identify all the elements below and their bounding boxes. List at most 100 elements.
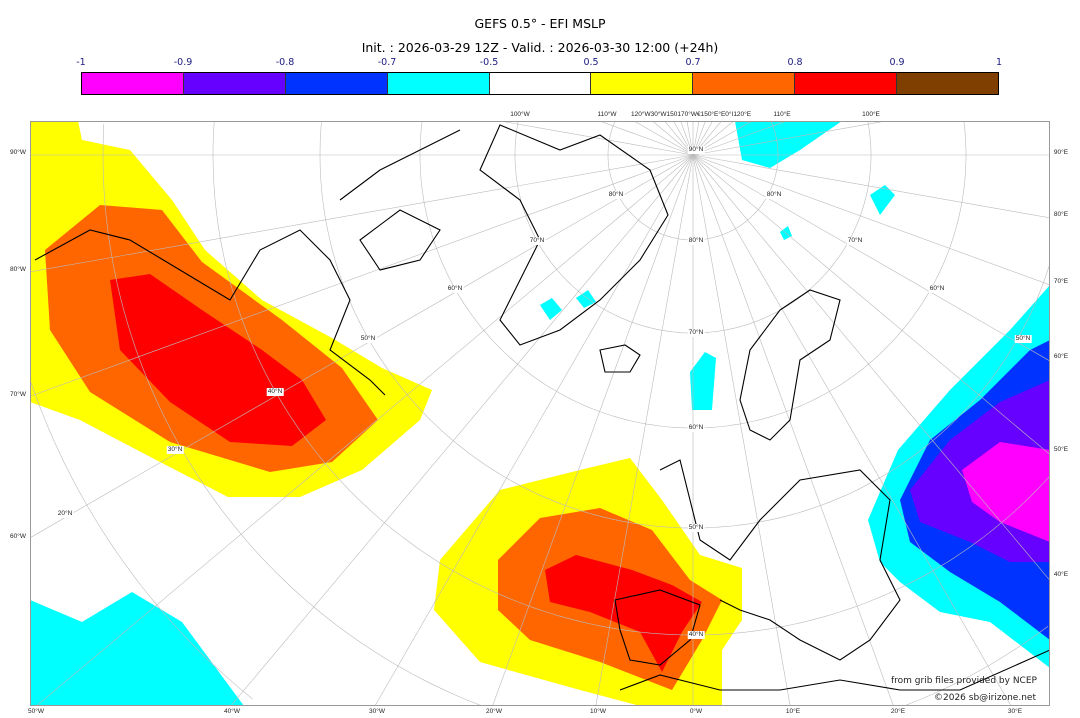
left-axis-label: 70°W xyxy=(10,391,26,398)
latitude-label: 80°N xyxy=(765,191,783,199)
efi-area-cyan xyxy=(870,185,895,215)
right-axis-label: 70°E xyxy=(1053,278,1069,285)
right-axis-label: 90°E xyxy=(1053,149,1069,156)
chart-subtitle: Init. : 2026-03-29 12Z - Valid. : 2026-0… xyxy=(361,40,719,55)
colorbar-swatch xyxy=(489,73,592,94)
arctic-islands-coast xyxy=(339,129,461,271)
latitude-line xyxy=(693,122,872,334)
colorbar-tick-label: 0.5 xyxy=(583,57,599,68)
longitude-line xyxy=(692,154,1049,285)
longitude-line xyxy=(692,154,1049,361)
left-axis-label: 80°W xyxy=(10,266,26,273)
longitude-line xyxy=(692,154,1049,455)
colorbar-swatch xyxy=(795,73,898,94)
top-axis-label: 100°W xyxy=(510,111,530,118)
latitude-label: 80°N xyxy=(607,191,625,199)
right-axis-label: 40°E xyxy=(1053,571,1069,578)
map-canvas xyxy=(31,122,1049,705)
colorbar-tick-label: 0.8 xyxy=(787,57,803,68)
bottom-axis-label: 40°W xyxy=(224,708,240,715)
longitude-line xyxy=(31,154,694,397)
latitude-label: 40°N xyxy=(687,631,705,639)
top-axis-label: 110°W xyxy=(597,111,617,118)
colorbar-swatch xyxy=(285,73,388,94)
left-axis-label: 90°W xyxy=(10,149,26,156)
latitude-line xyxy=(693,122,967,429)
longitude-line xyxy=(601,122,694,156)
left-axis-label: 60°W xyxy=(10,533,26,540)
north-america-coast xyxy=(34,229,386,396)
colorbar-tick-label: 0.9 xyxy=(889,57,905,68)
latitude-line xyxy=(212,122,694,636)
bottom-axis-label: 20°E xyxy=(890,708,906,715)
latitude-line xyxy=(419,122,693,429)
colorbar-swatch xyxy=(591,73,694,94)
bottom-axis-label: 10°E xyxy=(785,708,801,715)
latitude-line xyxy=(319,122,694,529)
top-axis-label: 120°W30°W150170°W€150°E°E0°I120°E xyxy=(631,111,752,118)
colorbar-tick-label: -0.7 xyxy=(377,57,397,68)
latitude-label: 70°N xyxy=(846,237,864,245)
top-axis-label: 110°E xyxy=(773,111,791,118)
longitude-line xyxy=(692,122,785,156)
longitude-line xyxy=(231,154,694,705)
longitude-line xyxy=(692,154,894,705)
latitude-line xyxy=(905,625,1049,705)
right-axis-label: 60°E xyxy=(1053,353,1069,360)
colorbar-tick-label: -0.9 xyxy=(173,57,193,68)
longitude-line xyxy=(692,122,882,156)
latitude-line xyxy=(693,122,779,241)
right-axis-label: 80°E xyxy=(1053,211,1069,218)
longitude-line xyxy=(492,154,694,705)
longitude-line xyxy=(31,154,694,273)
bottom-axis-label: 10°W xyxy=(590,708,606,715)
longitude-line xyxy=(635,122,694,156)
top-axis-label: 100°E xyxy=(862,111,880,118)
iberia-coast xyxy=(614,589,701,666)
latitude-label: 60°N xyxy=(446,285,464,293)
latitude-label: 50°N xyxy=(687,524,705,532)
efi-area-cyan xyxy=(690,352,716,410)
source-credit: from grib files provided by NCEP xyxy=(891,676,1037,686)
efi-area-cyan xyxy=(31,592,244,705)
copyright-credit: ©2026 sb@irizone.net xyxy=(934,693,1036,703)
latitude-label: 50°N xyxy=(1014,335,1032,343)
longitude-line xyxy=(37,154,694,705)
scandinavia-coast xyxy=(739,289,841,441)
colorbar-tick-label: 1 xyxy=(995,57,1003,68)
latitude-label: 20°N xyxy=(56,510,74,518)
greenland-coast xyxy=(479,124,669,346)
colorbar-swatch xyxy=(693,73,796,94)
latitude-label: 70°N xyxy=(687,329,705,337)
efi-area-cyan xyxy=(576,290,596,308)
efi-area-magenta xyxy=(962,442,1049,542)
colorbar-tick-label: 0.7 xyxy=(685,57,701,68)
colorbar-swatch xyxy=(82,73,184,94)
longitude-line xyxy=(692,154,1049,580)
longitude-line xyxy=(504,122,694,156)
latitude-line xyxy=(607,122,693,241)
bottom-axis-label: 30°E xyxy=(1007,708,1023,715)
latitude-label: 30°N xyxy=(166,446,184,454)
latitude-line xyxy=(514,122,693,334)
latitude-label: 60°N xyxy=(928,285,946,293)
latitude-line xyxy=(31,382,253,700)
colorbar-tick-label: -1 xyxy=(76,57,86,68)
latitude-label: 80°N xyxy=(687,237,705,245)
chart-title: GEFS 0.5° - EFI MSLP xyxy=(474,16,606,31)
latitude-line xyxy=(102,124,481,705)
longitude-line xyxy=(31,154,694,538)
latitude-label: 70°N xyxy=(528,237,546,245)
latitude-label: 40°N xyxy=(266,388,284,396)
bottom-axis-label: 30°W xyxy=(369,708,385,715)
map-panel[interactable] xyxy=(30,121,1050,706)
longitude-line xyxy=(692,154,1011,705)
iceland-coast xyxy=(599,344,641,373)
efi-area-cyan xyxy=(540,298,562,320)
latitude-label: 90°N xyxy=(687,146,705,154)
bottom-axis-label: 20°W xyxy=(486,708,502,715)
longitude-line xyxy=(692,154,1049,219)
colorbar-swatch xyxy=(183,73,286,94)
latitude-label: 50°N xyxy=(359,335,377,343)
efi-area-red xyxy=(545,555,702,672)
